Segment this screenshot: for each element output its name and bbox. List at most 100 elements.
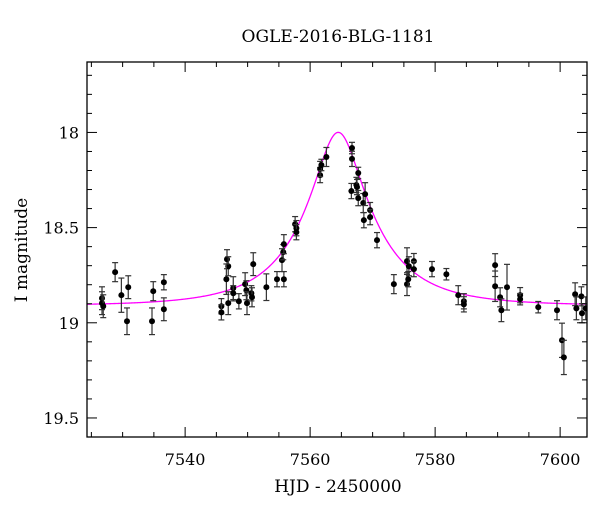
data-point	[517, 292, 524, 306]
y-tick-label: 18	[59, 123, 79, 142]
data-marker	[160, 306, 167, 313]
data-marker	[572, 291, 579, 298]
data-marker	[223, 276, 230, 283]
data-marker	[355, 169, 362, 176]
data-marker	[149, 318, 155, 325]
data-point	[492, 253, 499, 278]
data-marker	[242, 281, 249, 288]
data-marker	[160, 279, 167, 286]
data-point	[274, 270, 280, 288]
data-point	[149, 307, 155, 336]
data-point	[348, 182, 355, 200]
y-tick-label: 19.5	[43, 409, 79, 428]
data-marker	[410, 266, 417, 273]
data-point	[280, 270, 287, 288]
data-marker	[349, 145, 355, 152]
data-point	[492, 270, 499, 303]
x-tick-label: 7540	[165, 450, 206, 469]
data-point	[230, 285, 237, 302]
data-point	[573, 296, 580, 321]
data-marker	[349, 155, 355, 162]
data-point	[235, 293, 242, 310]
data-point	[263, 273, 270, 302]
data-point	[225, 291, 232, 316]
data-marker	[250, 261, 257, 268]
data-marker	[280, 276, 287, 283]
data-marker	[535, 304, 542, 311]
data-point	[318, 158, 325, 172]
data-point	[160, 297, 167, 322]
data-marker	[318, 161, 325, 168]
data-marker	[263, 284, 270, 291]
data-point	[410, 260, 417, 278]
data-marker	[492, 283, 499, 290]
data-point	[100, 294, 107, 319]
data-marker	[405, 263, 412, 270]
data-marker	[560, 354, 567, 361]
data-marker	[348, 188, 355, 195]
data-marker	[429, 266, 435, 273]
x-tick-label: 7560	[290, 450, 331, 469]
data-marker	[554, 307, 560, 314]
data-marker	[573, 305, 580, 312]
data-marker	[150, 288, 157, 295]
model-curve	[87, 131, 587, 305]
data-marker	[517, 296, 524, 303]
data-point	[349, 141, 355, 155]
data-point	[349, 150, 355, 168]
data-marker	[362, 191, 369, 198]
data-point	[244, 291, 250, 316]
x-tick-label: 7580	[415, 450, 456, 469]
data-marker	[244, 300, 250, 307]
data-point	[293, 223, 300, 241]
data-point	[390, 274, 397, 295]
data-marker	[124, 318, 130, 325]
data-marker	[249, 294, 255, 301]
data-marker	[390, 281, 397, 288]
data-point	[405, 270, 412, 288]
data-point	[504, 263, 510, 311]
y-tick-label: 18.5	[43, 219, 79, 238]
data-marker	[280, 241, 287, 248]
data-marker	[492, 262, 499, 269]
data-point	[582, 296, 587, 321]
axis-ticks	[87, 62, 587, 438]
data-point	[535, 300, 542, 314]
data-points	[99, 141, 587, 376]
data-marker	[293, 229, 300, 236]
data-marker	[118, 292, 125, 299]
data-marker	[578, 293, 585, 300]
data-marker	[225, 300, 232, 307]
data-point	[429, 260, 435, 278]
y-tick-labels: 18 18.5 19 19.5	[43, 123, 79, 428]
data-point	[355, 189, 362, 207]
data-point	[362, 182, 369, 207]
x-axis-label: HJD - 2450000	[274, 477, 402, 497]
data-point	[323, 146, 330, 168]
x-tick-label: 7600	[540, 450, 581, 469]
data-point	[455, 285, 462, 306]
data-marker	[218, 309, 225, 316]
data-point	[360, 211, 367, 229]
data-point	[367, 208, 374, 226]
data-point	[578, 286, 585, 307]
data-marker	[323, 153, 330, 160]
data-point	[150, 281, 157, 302]
data-point	[497, 287, 504, 308]
data-point	[354, 178, 360, 196]
data-point	[249, 287, 255, 308]
data-marker	[112, 269, 119, 276]
data-point	[124, 307, 130, 336]
data-marker	[274, 276, 280, 283]
data-marker	[374, 237, 380, 244]
data-marker	[455, 292, 462, 299]
data-point	[250, 252, 257, 277]
data-point	[218, 304, 225, 321]
data-point	[112, 262, 119, 283]
data-marker	[354, 184, 360, 191]
data-marker	[235, 298, 242, 305]
y-axis-label: I magnitude	[12, 198, 32, 302]
plot-frame	[86, 61, 588, 438]
data-marker	[355, 195, 362, 202]
data-point	[374, 231, 380, 249]
